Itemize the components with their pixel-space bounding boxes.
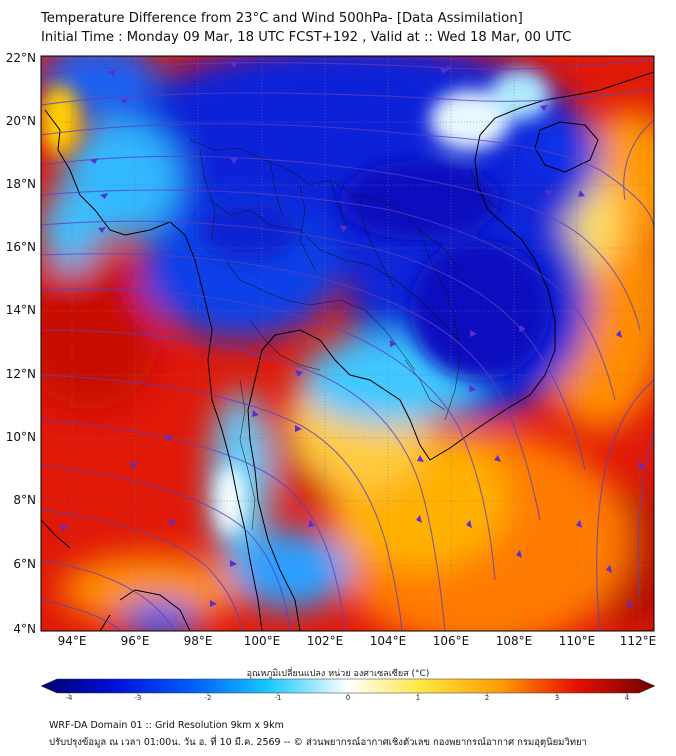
- colorbar-tick: -2: [204, 694, 212, 702]
- lon-label: 98°E: [183, 634, 213, 648]
- colorbar-tick: -4: [65, 694, 73, 702]
- lat-label: 6°N: [13, 557, 36, 571]
- lat-label: 22°N: [5, 51, 36, 65]
- lon-label: 108°E: [495, 634, 533, 648]
- colorbar-title: อุณหภูมิเปลี่ยนแปลง หน่วย องศาเซลเซียส (…: [246, 669, 430, 679]
- lon-label: 94°E: [57, 634, 87, 648]
- lat-label: 20°N: [5, 114, 36, 128]
- colorbar-tick: 4: [624, 694, 630, 702]
- temperature-field: [41, 56, 654, 631]
- lat-label: 12°N: [5, 367, 36, 381]
- model-info: WRF-DA Domain 01 :: Grid Resolution 9km …: [49, 720, 284, 731]
- lat-label: 8°N: [13, 493, 36, 507]
- lon-label: 110°E: [558, 634, 596, 648]
- lon-label: 106°E: [432, 634, 470, 648]
- lat-label: 10°N: [5, 430, 36, 444]
- lat-label: 16°N: [5, 240, 36, 254]
- map-frame: [40, 55, 655, 632]
- wind-streamlines: [41, 59, 654, 631]
- lat-label: 14°N: [5, 303, 36, 317]
- lon-label: 100°E: [243, 634, 281, 648]
- forecast-map: [40, 55, 656, 696]
- map-subtitle: Initial Time : Monday 09 Mar, 18 UTC FCS…: [41, 30, 572, 45]
- graticule: [41, 56, 654, 631]
- colorbar-tick: -1: [274, 694, 282, 702]
- colorbar: [40, 678, 656, 696]
- lat-label: 18°N: [5, 177, 36, 191]
- wind-arrow-heads: [60, 62, 644, 608]
- lon-label: 104°E: [369, 634, 407, 648]
- colorbar-tick: 2: [484, 694, 490, 702]
- borders: [189, 139, 501, 531]
- lon-label: 96°E: [120, 634, 150, 648]
- map-title: Temperature Difference from 23°C and Win…: [41, 11, 523, 26]
- coastlines: [41, 71, 654, 631]
- colorbar-tick: -3: [134, 694, 142, 702]
- update-credit: ปรับปรุงข้อมูล ณ เวลา 01:00น. วัน อ. ที่…: [49, 737, 587, 748]
- lat-label: 4°N: [13, 622, 36, 636]
- colorbar-tick: 0: [345, 694, 351, 702]
- lon-label: 112°E: [619, 634, 657, 648]
- lon-label: 102°E: [306, 634, 344, 648]
- colorbar-tick: 3: [554, 694, 560, 702]
- colorbar-tick: 1: [415, 694, 421, 702]
